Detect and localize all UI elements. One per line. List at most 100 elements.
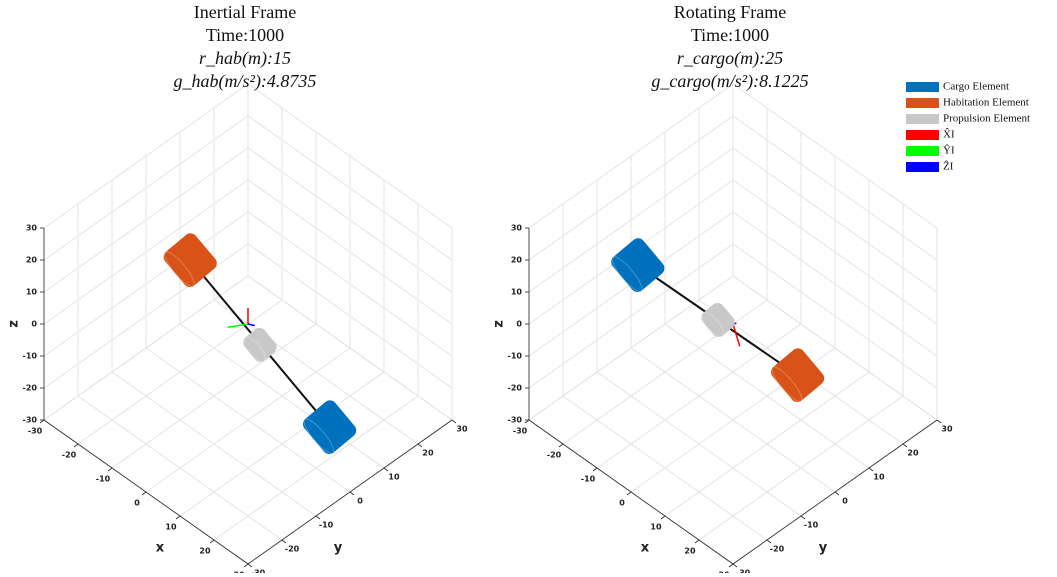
y-tick-label: -30: [251, 569, 266, 574]
x-tick-label: 20: [199, 547, 211, 556]
y-tick: [766, 539, 772, 544]
x-tick-label: 20: [684, 547, 696, 556]
grid-line: [528, 147, 734, 293]
z-tick-label: -20: [508, 384, 523, 393]
y-axis-label: y: [819, 541, 828, 556]
legend-swatch: [906, 146, 939, 156]
grid-line: [247, 243, 453, 389]
triad-axis: [247, 323, 255, 327]
legend-label: ŶI: [943, 145, 955, 157]
grid-line: [528, 275, 734, 421]
y-tick-label: -10: [804, 521, 819, 530]
title-line: r_hab(m):15: [199, 48, 291, 69]
x-tick: [592, 467, 598, 472]
y-tick-label: -20: [285, 545, 300, 554]
x-tick-label: 10: [650, 523, 662, 532]
y-tick-label: 30: [456, 425, 468, 434]
y-tick: [800, 515, 806, 520]
grid-line: [77, 395, 283, 541]
y-tick-label: 0: [842, 497, 848, 506]
z-axis-label: z: [7, 320, 22, 328]
element: [701, 303, 735, 338]
z-tick-label: 10: [26, 288, 38, 297]
x-tick-label: -30: [28, 427, 43, 436]
z-tick-label: 10: [511, 288, 523, 297]
grid-line: [43, 83, 249, 229]
title-line: Rotating Frame: [674, 2, 786, 22]
x-tick: [694, 539, 700, 544]
y-tick-label: 20: [907, 449, 919, 458]
x-tick-label: -10: [96, 475, 111, 484]
grid-line: [247, 83, 453, 229]
x-tick-label: -20: [547, 451, 562, 460]
grid-line: [43, 275, 249, 421]
legend-swatch: [906, 130, 939, 140]
z-tick-label: 0: [516, 320, 522, 329]
element-face: [164, 251, 195, 287]
x-tick: [107, 467, 113, 472]
legend-swatch: [906, 162, 939, 172]
legend-swatch: [906, 114, 939, 124]
y-tick: [349, 491, 355, 496]
element-face: [243, 336, 266, 363]
element: [302, 400, 357, 455]
grid-line: [247, 211, 453, 357]
element: [243, 327, 277, 363]
x-tick: [524, 419, 530, 424]
z-tick-label: 0: [31, 320, 37, 329]
y-tick: [247, 563, 253, 568]
element-face: [611, 256, 643, 292]
x-tick: [209, 539, 215, 544]
x-tick-label: 0: [619, 499, 625, 508]
grid-line: [179, 323, 385, 469]
element: [163, 233, 217, 288]
grid-line: [145, 347, 351, 493]
y-tick-label: 10: [873, 473, 885, 482]
grid-line: [732, 83, 938, 229]
y-axis-label: y: [334, 541, 343, 556]
x-axis-label: x: [641, 541, 650, 556]
grid-line: [732, 275, 938, 421]
x-tick-label: 0: [134, 499, 140, 508]
y-tick: [732, 563, 738, 568]
element: [770, 348, 825, 403]
grid-line: [732, 243, 938, 389]
grid-line: [247, 275, 453, 421]
legend-label: Cargo Element: [943, 81, 1009, 93]
x-tick-label: -20: [62, 451, 77, 460]
grid-line: [528, 243, 734, 389]
y-tick-label: -10: [319, 521, 334, 530]
grid-line: [43, 179, 249, 325]
y-tick-label: 20: [422, 449, 434, 458]
legend-label: Propulsion Element: [943, 113, 1030, 125]
grid-line: [596, 371, 802, 517]
grid-line: [43, 147, 249, 293]
z-tick-label: -30: [508, 416, 523, 425]
z-axis-label: z: [492, 320, 507, 328]
element: [611, 238, 665, 292]
y-tick: [834, 491, 840, 496]
grid-line: [732, 179, 938, 325]
x-tick-label: 10: [165, 523, 177, 532]
x-tick: [39, 419, 45, 424]
x-tick-label: -10: [581, 475, 596, 484]
y-tick-label: 10: [388, 473, 400, 482]
y-tick: [417, 443, 423, 448]
x-tick: [141, 491, 147, 496]
grid-line: [732, 211, 938, 357]
grid-line: [562, 395, 768, 541]
title-line: g_cargo(m/s²):8.1225: [651, 71, 808, 92]
y-tick: [451, 419, 457, 424]
element-face: [771, 366, 803, 402]
z-tick-label: -10: [508, 352, 523, 361]
y-tick-label: -20: [770, 545, 785, 554]
y-tick: [936, 419, 942, 424]
title-line: Time:1000: [206, 25, 284, 45]
legend-label: Habitation Element: [943, 97, 1029, 109]
title-line: g_hab(m/s²):4.8735: [174, 71, 317, 92]
y-tick: [281, 539, 287, 544]
triad-axis: [732, 323, 741, 347]
y-tick-label: 0: [357, 497, 363, 506]
grid-line: [111, 371, 317, 517]
